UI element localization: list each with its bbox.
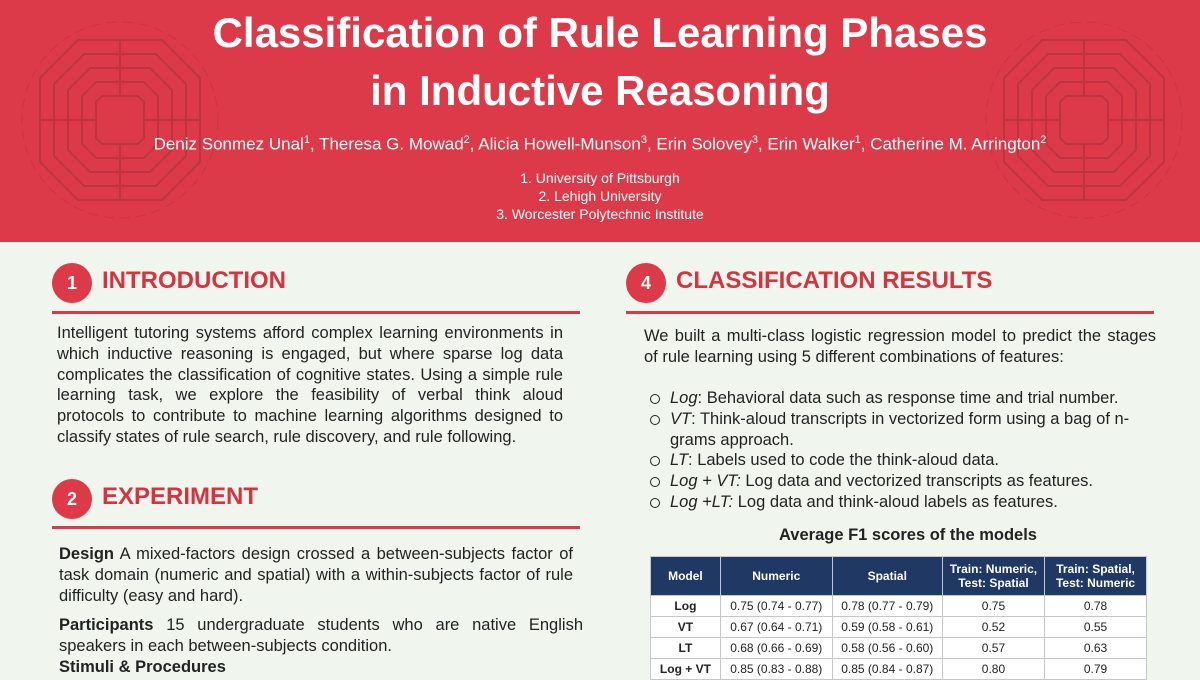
- affiliation-3: 3. Worcester Polytechnic Institute: [496, 206, 704, 222]
- table-cell: 0.55: [1044, 616, 1147, 638]
- author-affiliation: 1: [854, 134, 861, 146]
- feature-list: Log: Behavioral data such as response ti…: [648, 388, 1168, 513]
- list-item: Log: Behavioral data such as response ti…: [648, 388, 1168, 409]
- table-row: VT 0.67 (0.64 - 0.71) 0.59 (0.58 - 0.61)…: [650, 616, 1147, 638]
- affiliation-1: 1. University of Pittsburgh: [520, 170, 680, 186]
- list-item: Log +LT: Log data and think-aloud labels…: [648, 492, 1168, 513]
- feature-desc: : Behavioral data such as response time …: [697, 389, 1119, 407]
- table-cell: 0.75: [941, 595, 1046, 617]
- author-name: Erin Solovey: [656, 134, 752, 154]
- design-label: Design: [59, 545, 115, 563]
- table-cell: 0.67 (0.64 - 0.71): [719, 616, 833, 638]
- design-paragraph: Design A mixed-factors design crossed a …: [59, 544, 573, 606]
- feature-term: VT: [670, 409, 692, 428]
- design-text: A mixed-factors design crossed a between…: [59, 545, 573, 605]
- section-divider: [52, 526, 580, 529]
- table-cell: 0.78 (0.77 - 0.79): [831, 595, 943, 617]
- feature-desc: : Labels used to code the think-aloud da…: [688, 451, 1000, 470]
- model-cell: Log + VT: [650, 658, 721, 680]
- section-title: CLASSIFICATION RESULTS: [676, 267, 993, 294]
- section-divider: [626, 311, 1154, 314]
- feature-desc: : Think-aloud transcripts in vectorized …: [670, 409, 1130, 449]
- model-cell: Log: [650, 595, 721, 617]
- table-cell: 0.63: [1044, 637, 1147, 659]
- section-number-badge: 2: [52, 479, 92, 519]
- stimuli-subheading: Stimuli & Procedures: [59, 658, 226, 676]
- table-row: LT 0.68 (0.66 - 0.69) 0.58 (0.56 - 0.60)…: [650, 637, 1147, 659]
- table-cell: 0.59 (0.58 - 0.61): [831, 616, 943, 638]
- column-header: Spatial: [831, 556, 943, 596]
- table-row: Log 0.75 (0.74 - 0.77) 0.78 (0.77 - 0.79…: [650, 595, 1147, 617]
- poster-title-line2: in Inductive Reasoning: [370, 67, 830, 114]
- model-cell: LT: [650, 637, 721, 659]
- table-caption: Average F1 scores of the models: [779, 526, 1037, 544]
- participants-text: 15 undergraduate students who are native…: [59, 616, 583, 655]
- participants-label: Participants: [59, 616, 154, 634]
- maze-seal-icon: [985, 21, 1183, 219]
- author-name: Alicia Howell-Munson: [478, 134, 641, 154]
- author-affiliation: 3: [751, 134, 758, 146]
- table-cell: 0.80: [941, 658, 1046, 680]
- section-title: EXPERIMENT: [102, 483, 259, 510]
- f1-score-table: Model Numeric Spatial Train: Numeric, Te…: [650, 556, 1147, 680]
- column-header: Train: Spatial, Test: Numeric: [1044, 556, 1147, 596]
- affiliation-2: 2. Lehigh University: [538, 188, 662, 204]
- section-heading-experiment: 2 EXPERIMENT: [52, 479, 572, 519]
- author-affiliation: 1: [303, 134, 310, 146]
- table-cell: 0.85 (0.83 - 0.88): [719, 658, 833, 680]
- author-affiliation: 2: [463, 134, 470, 146]
- section-divider: [52, 311, 580, 314]
- feature-term: Log +LT:: [670, 492, 734, 511]
- list-item: VT: Think-aloud transcripts in vectorize…: [648, 409, 1168, 451]
- column-header: Train: Numeric, Test: Spatial: [941, 556, 1046, 596]
- list-item: LT: Labels used to code the think-aloud …: [648, 450, 1168, 471]
- table-cell: 0.68 (0.66 - 0.69): [719, 637, 833, 659]
- table-cell: 0.57: [941, 637, 1046, 659]
- table-header-row: Model Numeric Spatial Train: Numeric, Te…: [650, 556, 1147, 596]
- poster-title-line1: Classification of Rule Learning Phases: [212, 9, 988, 56]
- table-cell: 0.58 (0.56 - 0.60): [831, 637, 943, 659]
- participants-paragraph: Participants 15 undergraduate students w…: [59, 615, 583, 657]
- section-heading-results: 4 CLASSIFICATION RESULTS: [626, 263, 1166, 303]
- author-name: Deniz Sonmez Unal: [153, 134, 304, 154]
- list-item: Log + VT: Log data and vectorized transc…: [648, 471, 1168, 492]
- column-header: Numeric: [719, 556, 833, 596]
- author-affiliation: 2: [1040, 134, 1047, 146]
- table-cell: 0.75 (0.74 - 0.77): [719, 595, 833, 617]
- table-cell: 0.79: [1044, 658, 1147, 680]
- model-cell: VT: [650, 616, 721, 638]
- section-number-badge: 4: [626, 263, 666, 303]
- poster-header: Classification of Rule Learning Phases i…: [0, 0, 1200, 242]
- author-name: Catherine M. Arrington: [870, 134, 1041, 154]
- section-heading-introduction: 1 INTRODUCTION: [52, 263, 572, 303]
- introduction-text: Intelligent tutoring systems afford comp…: [57, 324, 563, 446]
- feature-desc: Log data and think-aloud labels as featu…: [733, 492, 1058, 511]
- feature-term: Log: [670, 389, 698, 407]
- section-number-badge: 1: [52, 263, 92, 303]
- section-title: INTRODUCTION: [102, 267, 286, 294]
- table-cell: 0.78: [1044, 595, 1147, 617]
- table-row: Log + VT 0.85 (0.83 - 0.88) 0.85 (0.84 -…: [650, 658, 1147, 680]
- feature-term: LT: [670, 451, 689, 470]
- author-list: Deniz Sonmez Unal1, Theresa G. Mowad2, A…: [153, 134, 1047, 154]
- author-name: Erin Walker: [767, 134, 855, 154]
- maze-seal-icon: [21, 21, 219, 219]
- table-cell: 0.52: [941, 616, 1046, 638]
- author-affiliation: 3: [640, 134, 647, 146]
- feature-desc: Log data and vectorized transcripts as f…: [740, 472, 1093, 491]
- author-name: Theresa G. Mowad: [319, 134, 464, 154]
- table-cell: 0.85 (0.84 - 0.87): [831, 658, 943, 680]
- results-intro-text: We built a multi-class logistic regressi…: [644, 327, 1156, 366]
- feature-term: Log + VT:: [670, 472, 741, 491]
- column-header: Model: [650, 556, 721, 596]
